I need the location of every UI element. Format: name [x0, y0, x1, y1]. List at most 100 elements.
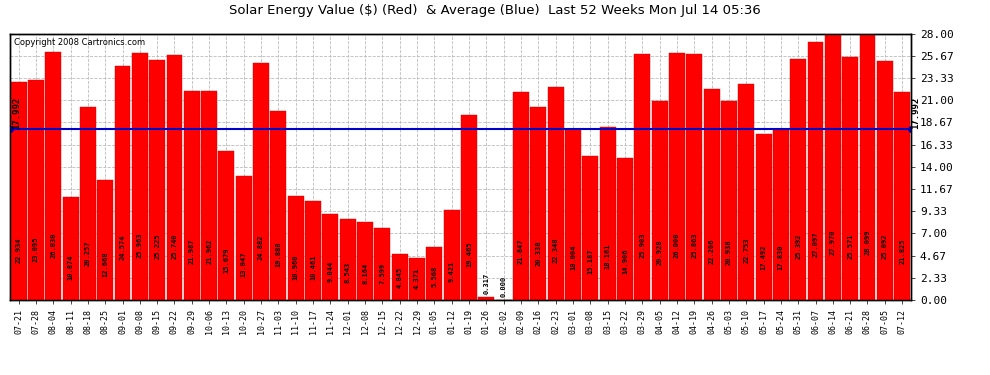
Text: 7.599: 7.599 [379, 263, 385, 284]
Text: 26.000: 26.000 [674, 232, 680, 258]
Bar [305, 201, 321, 300]
Text: 24.574: 24.574 [120, 235, 126, 260]
Text: 22.206: 22.206 [709, 238, 715, 264]
Text: 12.668: 12.668 [102, 252, 108, 277]
Text: 21.847: 21.847 [518, 238, 524, 264]
Bar [704, 89, 720, 300]
Text: 21.962: 21.962 [206, 238, 212, 264]
Text: 26.030: 26.030 [50, 232, 56, 258]
Text: 15.679: 15.679 [224, 248, 230, 273]
Text: 14.906: 14.906 [622, 249, 628, 274]
Text: 25.392: 25.392 [795, 234, 801, 259]
Bar [288, 196, 304, 300]
Text: 25.571: 25.571 [847, 233, 853, 259]
Bar [825, 34, 841, 300]
Text: 20.338: 20.338 [536, 241, 542, 266]
Bar [859, 33, 875, 300]
Bar [201, 91, 217, 300]
Bar [62, 196, 78, 300]
Bar [253, 63, 269, 300]
Text: 18.161: 18.161 [605, 244, 611, 269]
Text: 10.461: 10.461 [310, 255, 316, 280]
Text: 23.095: 23.095 [33, 237, 39, 262]
Text: 17.992: 17.992 [911, 97, 920, 129]
Text: 20.257: 20.257 [85, 241, 91, 266]
Text: 9.421: 9.421 [448, 261, 454, 282]
Text: 25.863: 25.863 [691, 233, 697, 258]
Bar [427, 247, 443, 300]
Bar [132, 53, 148, 300]
Text: 21.825: 21.825 [899, 238, 905, 264]
Bar [46, 53, 61, 300]
Bar [409, 258, 425, 300]
Bar [461, 115, 477, 300]
Bar [80, 107, 96, 300]
Bar [219, 151, 235, 300]
Text: 9.044: 9.044 [328, 261, 334, 282]
Bar [773, 130, 789, 300]
Text: 25.225: 25.225 [154, 234, 160, 259]
Bar [28, 80, 44, 300]
Text: 19.888: 19.888 [275, 242, 281, 267]
Bar [513, 92, 529, 300]
Text: 25.740: 25.740 [171, 233, 177, 258]
Text: 20.928: 20.928 [656, 240, 662, 266]
Bar [600, 127, 616, 300]
Text: 17.492: 17.492 [760, 245, 766, 270]
Bar [531, 106, 546, 300]
Bar [582, 156, 598, 300]
Bar [842, 57, 858, 300]
Text: 8.543: 8.543 [345, 262, 350, 283]
Text: 13.047: 13.047 [241, 251, 247, 277]
Bar [894, 93, 910, 300]
Bar [374, 228, 390, 300]
Bar [686, 54, 702, 300]
Bar [323, 214, 339, 300]
Bar [357, 222, 373, 300]
Bar [115, 66, 131, 300]
Bar [565, 129, 581, 300]
Text: 22.753: 22.753 [743, 237, 749, 263]
Bar [184, 91, 200, 300]
Text: 22.934: 22.934 [16, 237, 22, 262]
Bar [739, 84, 754, 300]
Bar [478, 297, 494, 300]
Text: 10.960: 10.960 [293, 254, 299, 280]
Bar [547, 87, 563, 300]
Text: 8.164: 8.164 [362, 262, 368, 284]
Text: 4.845: 4.845 [397, 267, 403, 288]
Bar [651, 101, 667, 300]
Text: 17.830: 17.830 [778, 244, 784, 270]
Bar [97, 180, 113, 300]
Text: 0.000: 0.000 [501, 276, 507, 297]
Text: 4.371: 4.371 [414, 268, 420, 289]
Bar [166, 55, 182, 300]
Text: 24.882: 24.882 [258, 234, 264, 260]
Text: 28.099: 28.099 [864, 230, 870, 255]
Bar [808, 42, 824, 300]
Bar [617, 158, 633, 300]
Bar [149, 60, 165, 300]
Text: Copyright 2008 Cartronics.com: Copyright 2008 Cartronics.com [15, 38, 146, 47]
Text: 21.987: 21.987 [189, 238, 195, 264]
Text: 5.568: 5.568 [432, 266, 438, 287]
Bar [270, 111, 286, 300]
Text: 22.348: 22.348 [552, 238, 558, 263]
Text: 0.317: 0.317 [483, 273, 489, 294]
Text: 27.097: 27.097 [813, 231, 819, 256]
Bar [755, 134, 771, 300]
Text: 18.004: 18.004 [570, 244, 576, 270]
Text: 17.992: 17.992 [13, 97, 22, 129]
Text: 25.092: 25.092 [882, 234, 888, 260]
Text: 19.465: 19.465 [466, 242, 472, 267]
Bar [236, 176, 251, 300]
Text: 27.970: 27.970 [830, 230, 836, 255]
Text: 25.963: 25.963 [137, 233, 143, 258]
Bar [877, 62, 893, 300]
Bar [340, 219, 355, 300]
Bar [635, 54, 650, 300]
Text: Solar Energy Value ($) (Red)  & Average (Blue)  Last 52 Weeks Mon Jul 14 05:36: Solar Energy Value ($) (Red) & Average (… [229, 4, 761, 17]
Bar [11, 82, 27, 300]
Text: 25.903: 25.903 [640, 233, 645, 258]
Bar [444, 210, 459, 300]
